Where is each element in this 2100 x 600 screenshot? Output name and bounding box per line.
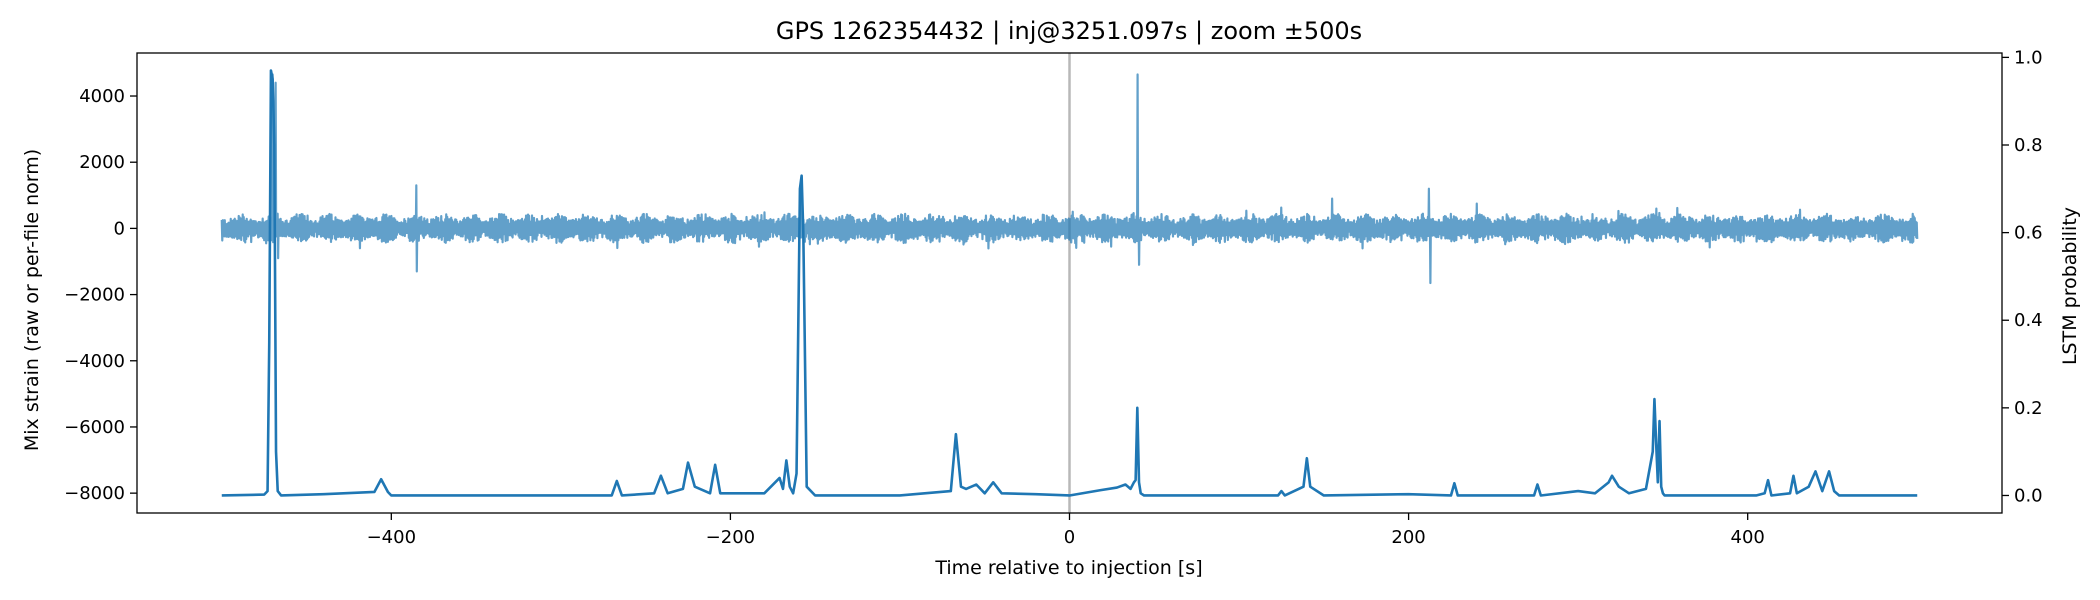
plot-area — [220, 53, 1919, 513]
y-right-tick-label: 0.2 — [2014, 398, 2043, 419]
y-left-tick-label: −4000 — [64, 351, 125, 372]
y-left-tick-label: −8000 — [64, 483, 125, 504]
y-axis-right-label: LSTM probability — [2059, 207, 2081, 365]
y-axis-left-label: Mix strain (raw or per-file norm) — [21, 149, 43, 451]
strain-series-line — [220, 73, 1919, 285]
plot-frame — [136, 52, 2003, 514]
x-tick-label: 400 — [1731, 527, 1765, 548]
y-right-tick-label: 0.6 — [2014, 223, 2043, 244]
x-tick-label: −400 — [367, 527, 416, 548]
chart-title: GPS 1262354432 | inj@3251.097s | zoom ±5… — [776, 17, 1362, 45]
y-right-tick-label: 0.8 — [2014, 135, 2043, 156]
y-left-tick-label: 0 — [114, 218, 125, 239]
x-tick-label: 0 — [1064, 527, 1075, 548]
x-axis-label: Time relative to injection [s] — [934, 557, 1202, 579]
y-left-tick-label: −2000 — [64, 285, 125, 306]
y-left-tick-label: 2000 — [79, 152, 125, 173]
axis-ticks: −400 −200 0 200 400−8000−6000−4000−200002000… — [64, 47, 2043, 548]
x-tick-label: −200 — [706, 527, 755, 548]
y-right-tick-label: 1.0 — [2014, 47, 2043, 68]
x-tick-label: 200 — [1391, 527, 1425, 548]
y-right-tick-label: 0.0 — [2014, 485, 2043, 506]
lstm-probability-line — [221, 69, 1918, 497]
y-left-tick-label: −6000 — [64, 417, 125, 438]
y-left-tick-label: 4000 — [79, 86, 125, 107]
y-right-tick-label: 0.4 — [2014, 310, 2043, 331]
